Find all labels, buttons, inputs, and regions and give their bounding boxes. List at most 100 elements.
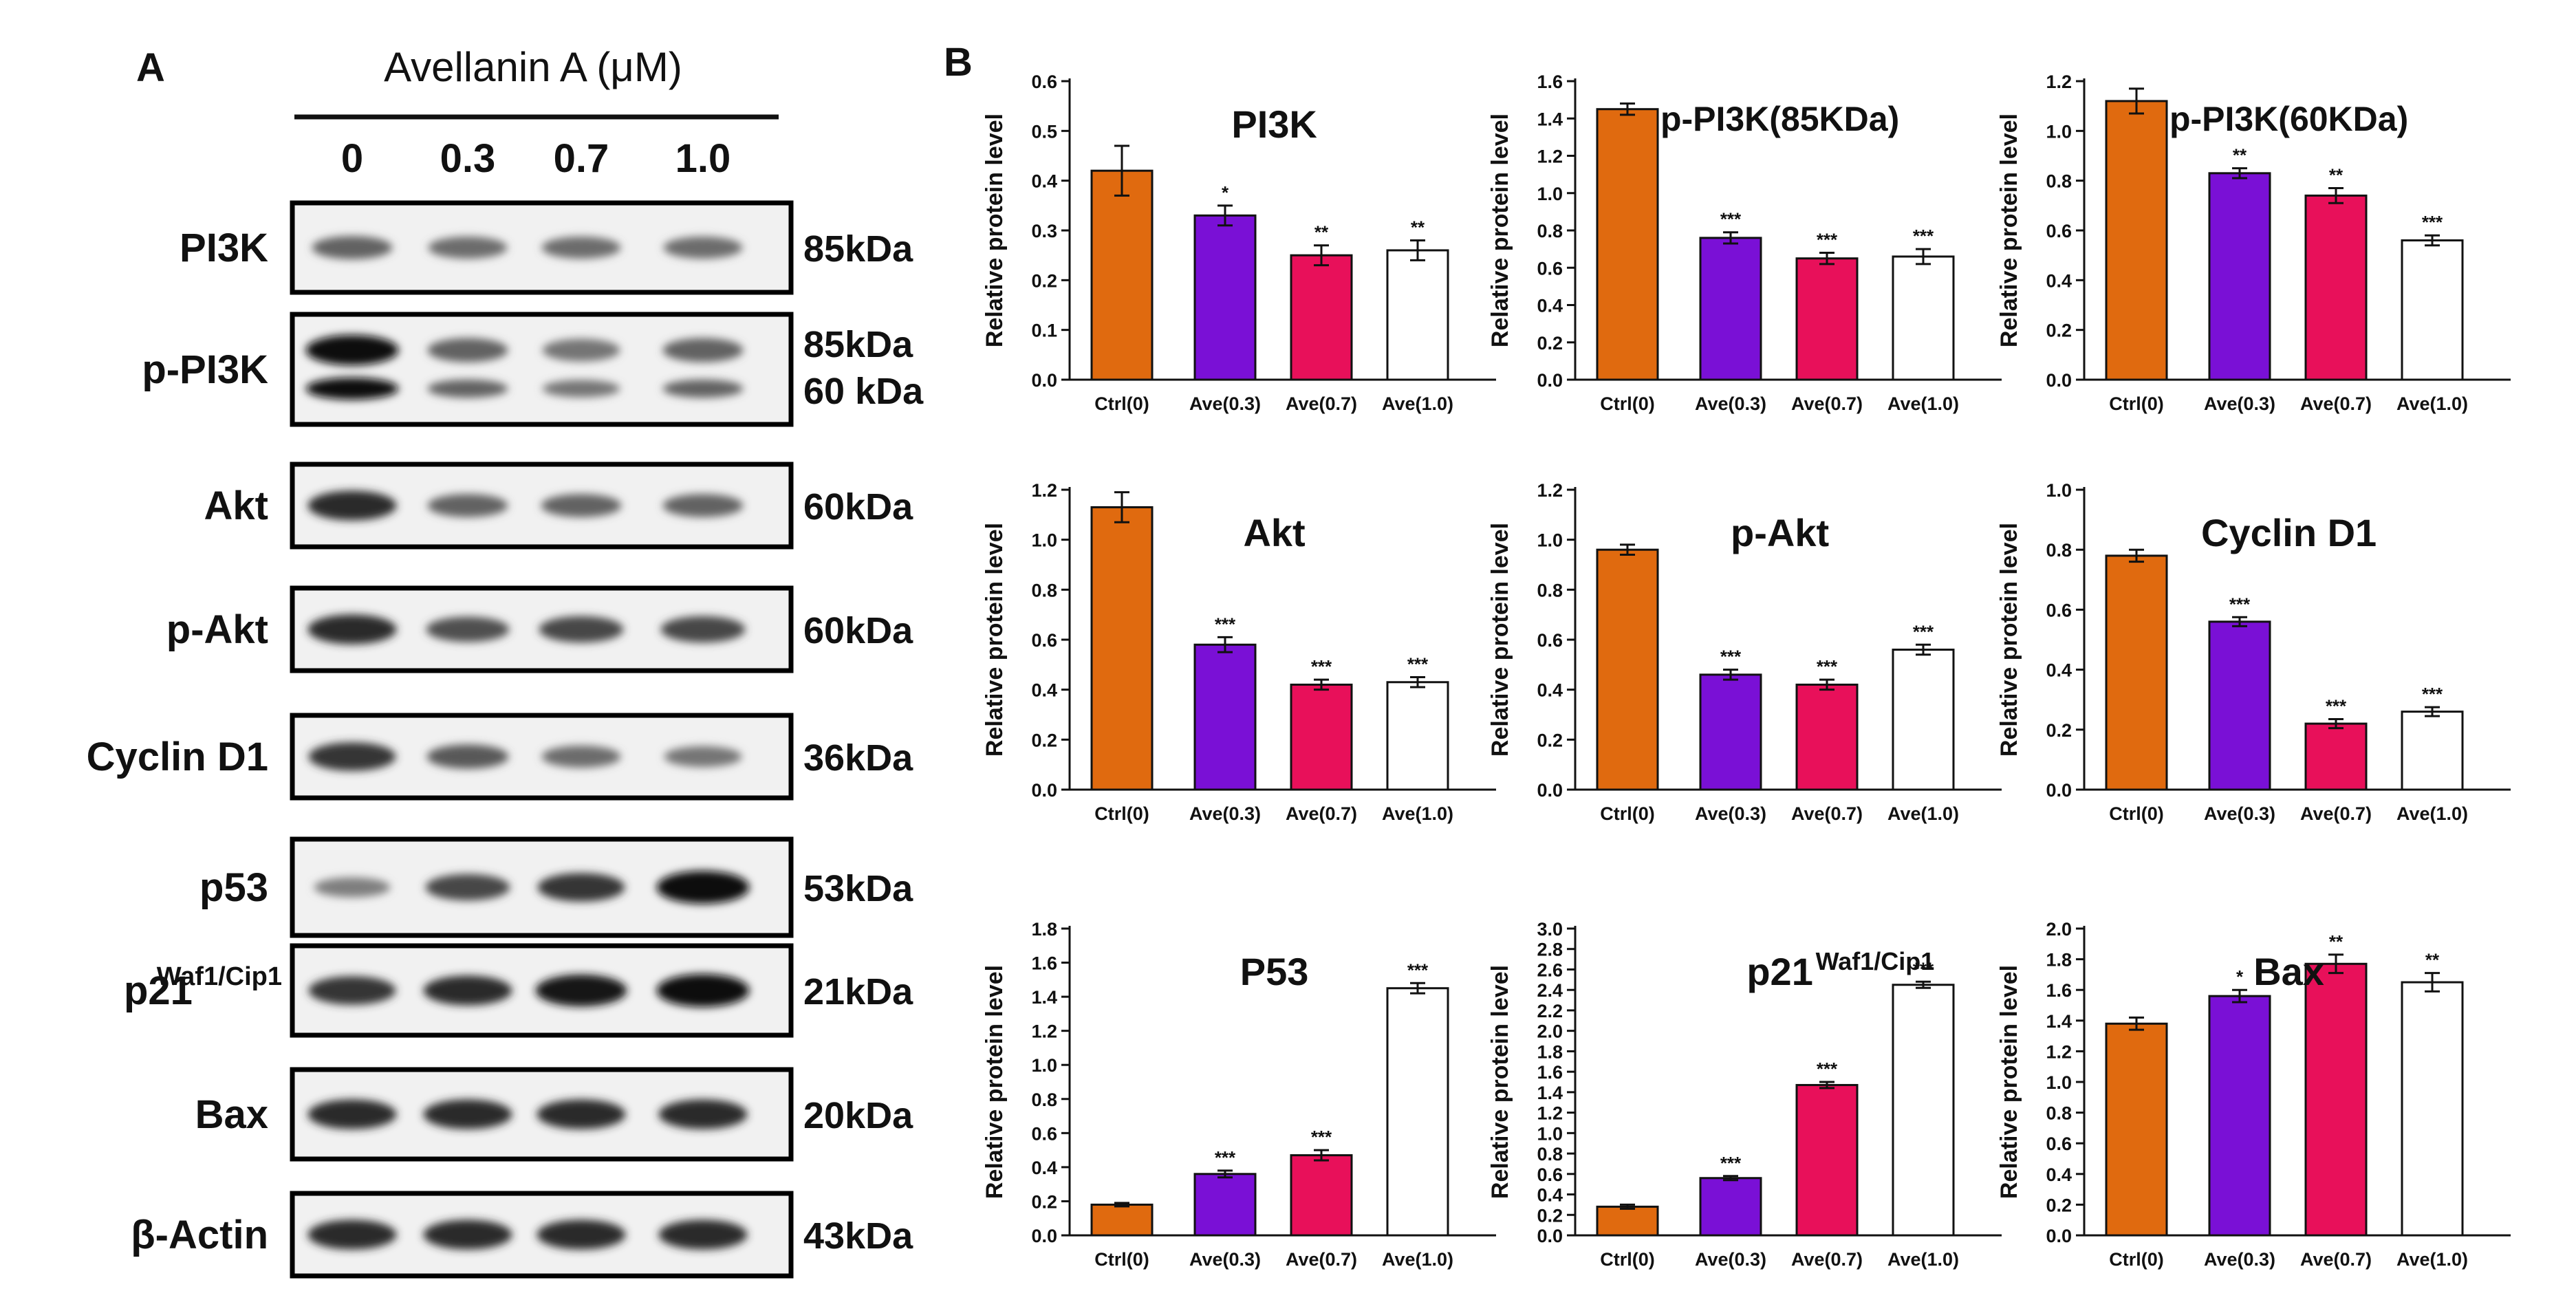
bar bbox=[2208, 172, 2271, 381]
blot-kda-label: 85kDa bbox=[803, 324, 913, 365]
blot-band bbox=[423, 1099, 512, 1129]
y-tick-label: 0.2 bbox=[1537, 1205, 1563, 1226]
dose-label: 0.3 bbox=[440, 136, 496, 181]
y-tick-label: 1.6 bbox=[1537, 1062, 1563, 1083]
y-tick-label: 1.4 bbox=[1537, 1083, 1563, 1103]
blot-kda-label: 60kDa bbox=[803, 486, 913, 528]
significance-mark: *** bbox=[1913, 958, 1934, 979]
y-tick-label: 0.4 bbox=[1537, 1185, 1563, 1206]
y-tick-label: 0.1 bbox=[1031, 321, 1057, 341]
significance-mark: *** bbox=[1817, 656, 1838, 677]
y-tick-label: 0.2 bbox=[2046, 720, 2072, 741]
y-tick-label: 1.2 bbox=[1031, 1021, 1057, 1042]
blot-band bbox=[662, 379, 744, 398]
significance-mark: *** bbox=[1215, 614, 1236, 634]
y-tick-label: 0.0 bbox=[1031, 1226, 1057, 1246]
x-tick-label: Ave(0.7) bbox=[1791, 393, 1863, 414]
blot-row: PI3K 85kDa bbox=[180, 200, 913, 295]
blot-band bbox=[542, 380, 620, 398]
blot-band bbox=[656, 871, 750, 904]
x-tick-label: Ave(1.0) bbox=[2396, 1249, 2468, 1270]
x-tick-label: Ave(0.7) bbox=[2300, 803, 2372, 824]
bar bbox=[2401, 981, 2464, 1237]
y-tick-label: 0.8 bbox=[1537, 221, 1563, 241]
blot-band bbox=[427, 379, 508, 398]
bar bbox=[2105, 100, 2168, 381]
y-tick-label: 0.8 bbox=[2046, 1103, 2072, 1124]
y-tick-label: 1.0 bbox=[2046, 121, 2072, 142]
x-tick-label: Ave(1.0) bbox=[1887, 1249, 1959, 1270]
chart-title: PI3K bbox=[1231, 102, 1317, 146]
y-tick-label: 0.8 bbox=[2046, 171, 2072, 192]
y-tick-label: 0.6 bbox=[2046, 600, 2072, 620]
significance-mark: *** bbox=[1311, 656, 1332, 677]
significance-mark: *** bbox=[1720, 647, 1742, 667]
blot-band bbox=[307, 1099, 397, 1129]
blot-protein-superscript: Waf1/Cip1 bbox=[157, 962, 282, 991]
y-tick-label: 2.2 bbox=[1537, 1001, 1563, 1021]
bar bbox=[1193, 643, 1257, 791]
bar bbox=[1290, 1154, 1353, 1237]
significance-mark: *** bbox=[1817, 230, 1838, 250]
blot-row: Cyclin D1 36kDa bbox=[87, 713, 913, 801]
y-tick-label: 1.8 bbox=[1031, 919, 1057, 940]
blot-band bbox=[427, 338, 508, 362]
y-tick-label: 1.0 bbox=[2046, 480, 2072, 501]
x-tick-label: Ctrl(0) bbox=[2109, 803, 2164, 824]
bar bbox=[1892, 649, 1955, 791]
blot-band bbox=[537, 873, 625, 902]
x-tick-label: Ave(0.3) bbox=[1189, 393, 1261, 414]
chart-title: p-PI3K(85KDa) bbox=[1660, 100, 1899, 138]
y-tick-label: 1.4 bbox=[1031, 987, 1057, 1008]
blot-band bbox=[428, 237, 508, 259]
x-tick-label: Ave(0.3) bbox=[2204, 803, 2275, 824]
bar bbox=[1892, 255, 1955, 381]
blot-band bbox=[427, 494, 508, 517]
dose-label: 0.7 bbox=[554, 136, 609, 181]
x-tick-label: Ave(0.3) bbox=[2204, 393, 2275, 414]
y-tick-label: 0.0 bbox=[1537, 780, 1563, 801]
y-tick-label: 1.2 bbox=[1537, 480, 1563, 501]
bar-chart: Relative protein level0.00.20.40.60.81.0… bbox=[1487, 72, 2002, 414]
blot-protein-label: p-Akt bbox=[166, 607, 268, 652]
blot-band bbox=[307, 1220, 397, 1250]
blot-band bbox=[658, 1220, 748, 1250]
y-tick-label: 0.0 bbox=[1537, 370, 1563, 391]
bar bbox=[1386, 987, 1449, 1237]
blot-protein-label: p21 bbox=[124, 968, 193, 1013]
y-tick-label: 0.0 bbox=[2046, 370, 2072, 391]
x-tick-label: Ctrl(0) bbox=[1600, 1249, 1655, 1270]
y-tick-label: 0.8 bbox=[1537, 1144, 1563, 1164]
bar bbox=[2401, 239, 2464, 381]
x-tick-label: Ave(0.7) bbox=[1286, 803, 1357, 824]
x-tick-label: Ave(0.7) bbox=[2300, 393, 2372, 414]
significance-mark: *** bbox=[2326, 696, 2347, 717]
y-tick-label: 1.4 bbox=[2046, 1011, 2072, 1032]
x-tick-label: Ave(1.0) bbox=[1887, 803, 1959, 824]
blot-band bbox=[535, 974, 627, 1007]
y-tick-label: 0.4 bbox=[1537, 680, 1563, 701]
blot-band bbox=[312, 236, 393, 259]
y-axis-label: Relative protein level bbox=[1996, 113, 2022, 347]
y-tick-label: 0.2 bbox=[1031, 730, 1057, 750]
y-tick-label: 1.0 bbox=[1537, 530, 1563, 551]
y-axis-label: Relative protein level bbox=[1487, 523, 1513, 757]
bar-chart: Relative protein level0.00.20.40.60.81.0… bbox=[1996, 480, 2511, 824]
bar bbox=[1290, 683, 1353, 791]
bar bbox=[1596, 1205, 1659, 1237]
x-tick-label: Ave(0.3) bbox=[1189, 803, 1261, 824]
bar bbox=[1795, 1083, 1859, 1237]
bar-chart-grid: Relative protein level 0.0 0.1 0.2 0.3 0.4 0.5… bbox=[982, 72, 2511, 1270]
bar-chart: Relative protein level0.00.20.40.60.81.0… bbox=[982, 480, 1496, 824]
bar-chart: Relative protein level0.00.20.40.60.81.0… bbox=[1487, 919, 2002, 1270]
blot-band bbox=[541, 746, 621, 768]
western-blot-panel: PI3K 85kDa p-PI3K 85kDa 60 kDa Akt 60kDa p-Akt 6… bbox=[87, 200, 924, 1279]
blot-band bbox=[314, 877, 391, 898]
blot-protein-label: p53 bbox=[199, 865, 268, 910]
bar bbox=[2401, 711, 2464, 791]
y-tick-label: 2.0 bbox=[2046, 919, 2072, 940]
y-tick-label: 1.0 bbox=[1031, 530, 1057, 551]
chart-title: p-Akt bbox=[1731, 511, 1829, 554]
significance-mark: *** bbox=[2422, 212, 2443, 232]
